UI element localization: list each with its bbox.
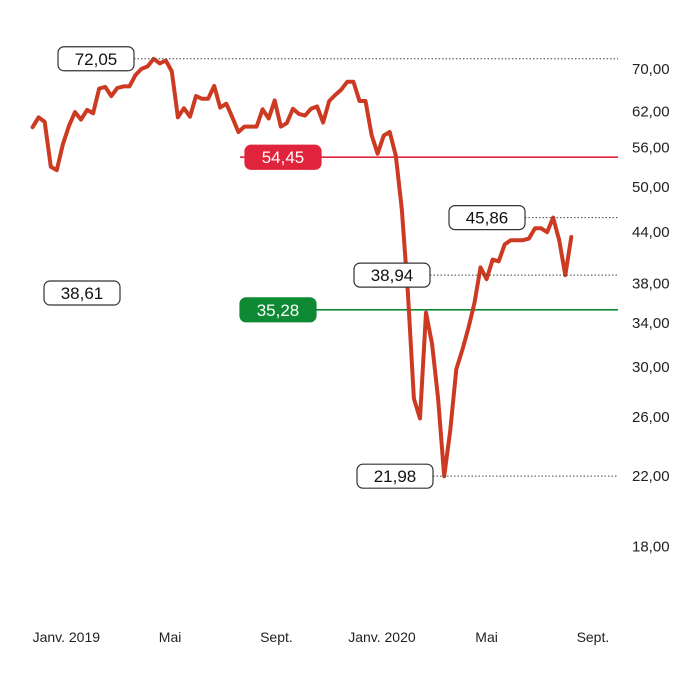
y-tick-label: 44,00 [632,224,670,241]
annotation-label: 21,98 [356,463,434,489]
annotation-label-text: 72,05 [75,50,118,69]
annotation-label-text: 38,61 [61,284,104,303]
x-tick-label: Sept. [260,629,293,645]
annotation-label-text: 45,86 [466,209,509,228]
reference-lines: 54,45 35,28 [239,144,618,323]
x-tick-label: Mai [475,629,498,645]
y-tick-label: 62,00 [632,104,670,121]
price-line [30,56,574,479]
annotation-label-box [448,204,526,231]
annotation-label-box [57,46,135,72]
annotation-label-text: 21,98 [374,467,417,486]
series-lines [30,56,574,479]
reference-label-text: 54,45 [262,148,305,167]
reference-label-box [244,144,322,170]
annotation-label-box [356,463,434,489]
y-tick-label: 50,00 [632,179,670,196]
y-tick-label: 34,00 [632,315,670,332]
reference-label: 54,45 [244,144,322,170]
y-tick-label: 18,00 [632,538,670,555]
y-axis-labels: 70,00 62,00 56,00 50,00 44,00 38,00 34,00 30,00… [632,61,670,555]
annotation-label-text: 38,94 [371,266,414,285]
annotation-label-box [43,280,121,306]
y-tick-label: 38,00 [632,276,670,293]
value-callouts: 72,05 45,86 38,94 21,98 38,61 [43,46,618,489]
y-tick-label: 22,00 [632,468,670,485]
annotation-label: 72,05 [57,46,135,72]
annotation-label-box [353,262,431,288]
x-tick-label: Sept. [577,629,610,645]
x-axis-labels: Janv. 2019 Mai Sept. Janv. 2020 Mai Sept. [33,629,610,645]
y-tick-label: 56,00 [632,139,670,156]
y-tick-label: 70,00 [632,61,670,78]
annotation-label: 38,94 [353,262,431,288]
y-tick-label: 26,00 [632,409,670,426]
x-tick-label: Mai [159,629,182,645]
reference-label-box [239,297,317,323]
reference-label: 35,28 [239,297,317,323]
y-tick-label: 30,00 [632,359,670,376]
x-tick-label: Janv. 2020 [348,629,416,645]
reference-label-text: 35,28 [257,301,300,320]
x-tick-label: Janv. 2019 [33,629,101,645]
annotation-label: 38,61 [43,280,121,306]
annotation-label: 45,86 [448,204,526,231]
